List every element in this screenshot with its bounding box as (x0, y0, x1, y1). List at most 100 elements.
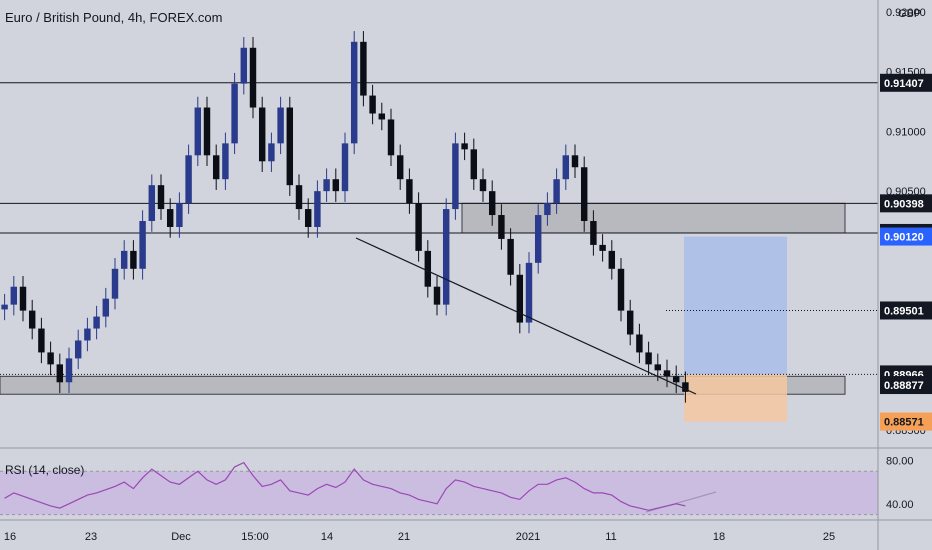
candle-body (166, 209, 174, 227)
chart-layer-zones (0, 82, 878, 422)
position-target-area (684, 236, 787, 375)
candle-body (10, 286, 18, 305)
candle-body (470, 149, 478, 180)
candle-body (682, 382, 689, 392)
candle-body (488, 191, 496, 216)
candle-body (350, 41, 358, 144)
price-level-badge-label: 0.90398 (884, 198, 924, 210)
candle-body (47, 352, 54, 365)
candle-body (516, 274, 524, 323)
time-tick-label: 25 (823, 531, 835, 543)
time-tick-label: 18 (713, 531, 725, 543)
price-level-badge-label: 0.91407 (884, 78, 924, 90)
candle-body (56, 364, 64, 383)
candle-body (28, 310, 36, 329)
position-stop-area (684, 374, 787, 422)
price-level-badge-label: 0.88877 (884, 380, 924, 392)
candle-body (590, 221, 597, 245)
candle-body (249, 47, 257, 108)
candle-body (176, 203, 183, 227)
chart-layer-candles (1, 31, 689, 403)
time-tick-label: 2021 (516, 531, 540, 543)
candle-body (1, 304, 8, 310)
candle-body (194, 107, 202, 156)
candle-body (360, 41, 367, 96)
candle-body (461, 143, 468, 150)
candle-body (553, 179, 560, 204)
candle-body (341, 143, 349, 192)
price-level-badge (880, 301, 932, 320)
price-level-badge (880, 376, 932, 395)
trendline-price (355, 237, 697, 395)
price-level-badge (880, 194, 932, 213)
candle-body (185, 155, 192, 204)
rsi-line (4, 461, 686, 511)
candle-body (406, 179, 413, 204)
candle-body (369, 95, 376, 114)
candle-body (534, 215, 542, 263)
zone-resistance (461, 202, 846, 234)
candle-body (562, 155, 570, 180)
rsi-tick-label: 40.00 (886, 499, 914, 511)
candle-body (120, 250, 128, 269)
rsi-label: RSI (14, close) (5, 463, 85, 477)
candle-body (636, 334, 643, 353)
candle-body (139, 221, 146, 269)
candle-body (222, 143, 229, 180)
price-level-badge-label: 0.90120 (884, 232, 924, 244)
candle-body (157, 185, 165, 210)
rsi-band (0, 471, 878, 515)
candle-body (240, 47, 248, 84)
price-tick-label: 0.92000 (886, 7, 926, 19)
price-level-badge-label: 0.89501 (884, 305, 924, 317)
candle-body (268, 143, 275, 162)
time-tick-label: 16 (4, 531, 16, 543)
candle-body (74, 340, 82, 359)
time-tick-label: 21 (398, 531, 410, 543)
time-tick-label: 23 (85, 531, 97, 543)
candle-body (672, 376, 680, 383)
candle-body (286, 107, 294, 186)
candle-body (525, 262, 533, 323)
price-level-badge (880, 412, 932, 431)
candle-body (396, 155, 404, 180)
price-level-badge (880, 73, 932, 92)
candle-body (277, 107, 284, 144)
zone-support (0, 375, 846, 395)
candle-body (654, 364, 662, 371)
candle-body (507, 238, 514, 275)
candle-body (102, 298, 110, 317)
candle-body (130, 250, 137, 269)
price-level-badge (880, 227, 932, 246)
candle-body (314, 191, 321, 227)
candle-body (415, 203, 422, 251)
chart-layer-rsi (0, 461, 878, 516)
candle-body (424, 250, 432, 287)
candle-body (212, 155, 220, 180)
candle-body (599, 244, 606, 251)
candle-body (84, 328, 91, 341)
candle-body (571, 155, 579, 168)
candle-body (332, 179, 340, 192)
candle-body (452, 143, 459, 210)
candle-body (148, 185, 156, 222)
candle-body (479, 179, 487, 192)
candle-body (304, 209, 312, 227)
rsi-tick-label: 80.00 (886, 455, 914, 467)
candle-body (645, 352, 652, 365)
candle-body (93, 316, 100, 329)
time-tick-label: 14 (321, 531, 333, 543)
candle-body (258, 107, 266, 162)
symbol-title: Euro / British Pound, 4h, FOREX.com (5, 10, 223, 25)
candle-body (295, 185, 303, 210)
time-tick-label: 15:00 (241, 531, 269, 543)
candle-body (626, 310, 634, 335)
candle-body (580, 167, 588, 222)
candle-body (378, 113, 386, 120)
candle-body (323, 179, 330, 192)
candle-body (111, 268, 119, 299)
candle-body (38, 328, 45, 353)
time-tick-label: Dec (171, 531, 191, 543)
